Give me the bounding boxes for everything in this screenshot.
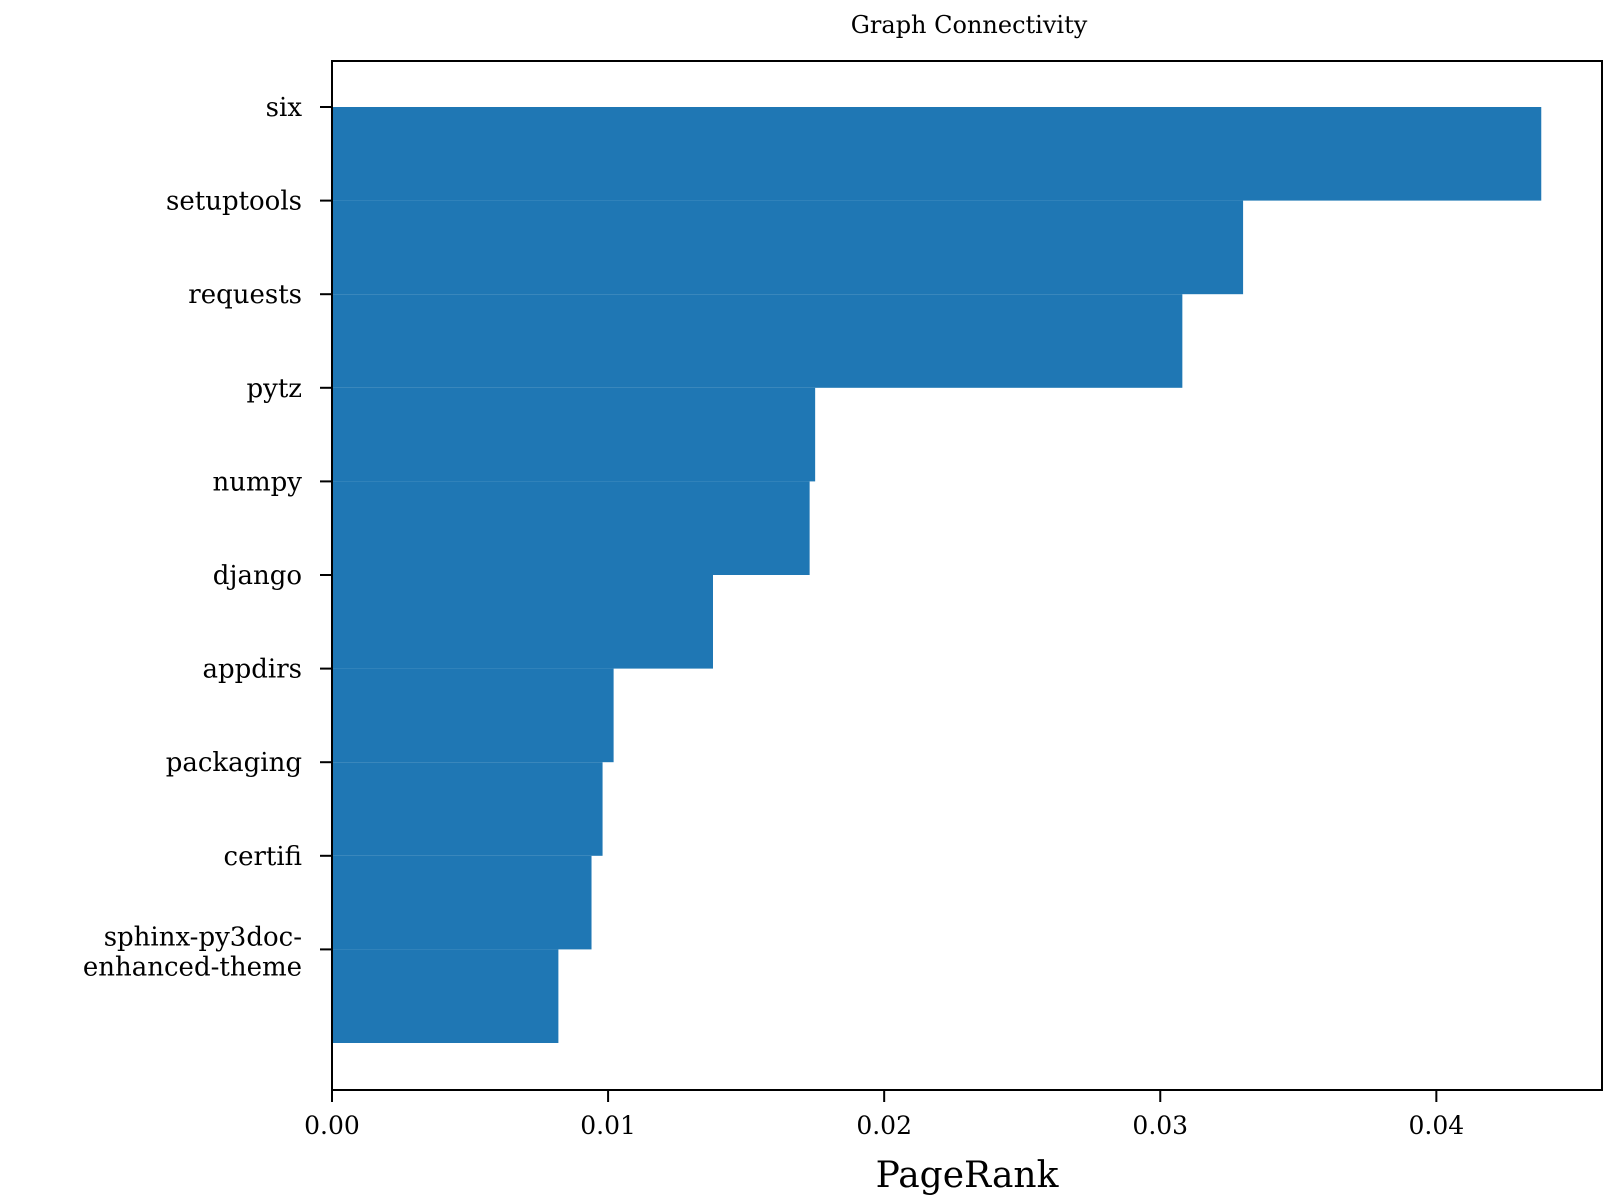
bar-certifi <box>332 855 592 950</box>
bar-appdirs <box>332 668 614 763</box>
x-axis-label: PageRank <box>876 1155 1060 1196</box>
y-axis-ticks: six setuptools requests pytz numpy django appd… <box>83 93 332 982</box>
x-tick-label: 0.04 <box>1409 1111 1465 1140</box>
bar-pytz <box>332 387 816 482</box>
bar-six <box>332 107 1542 201</box>
y-tick-label: django <box>213 561 302 591</box>
bar-setuptools <box>332 200 1244 295</box>
bar-sphinx-py3doc-enhanced-theme <box>332 949 559 1043</box>
bar-requests <box>332 294 1183 388</box>
y-tick-label: appdirs <box>202 655 302 685</box>
bars-group <box>332 107 1542 1043</box>
y-tick-label: numpy <box>213 467 303 497</box>
x-tick-label: 0.00 <box>304 1111 360 1140</box>
y-tick-label: setuptools <box>166 187 302 217</box>
x-tick-label: 0.01 <box>580 1111 636 1140</box>
bar-numpy <box>332 481 810 575</box>
y-tick-label: pytz <box>247 374 302 404</box>
plot-frame <box>331 60 1603 1091</box>
x-tick-label: 0.02 <box>856 1111 912 1140</box>
bar-packaging <box>332 762 603 856</box>
x-tick-label: 0.03 <box>1132 1111 1188 1140</box>
x-axis-ticks: 0.00 0.01 0.02 0.03 0.04 <box>304 1090 1464 1140</box>
y-tick-label: sphinx-py3doc-enhanced-theme <box>83 922 302 982</box>
y-tick-label: packaging <box>166 748 302 778</box>
y-tick-label: requests <box>188 280 302 310</box>
bar-django <box>332 575 713 669</box>
chart-title: Graph Connectivity <box>851 11 1088 39</box>
y-tick-label: six <box>266 93 303 123</box>
y-tick-label: certifi <box>224 842 302 872</box>
